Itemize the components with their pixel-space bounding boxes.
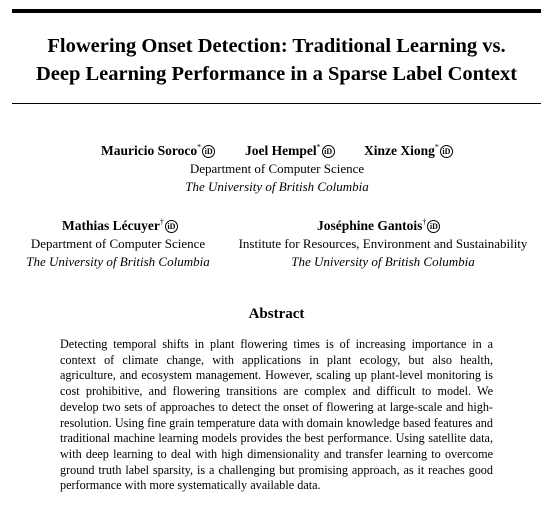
abstract-text: Detecting temporal shifts in plant flowe… [60, 337, 493, 493]
title-line: Deep Learning Performance in a Sparse La… [35, 63, 518, 85]
orcid-icon[interactable]: iD [427, 220, 441, 233]
title-rule [12, 103, 541, 104]
orcid-icon[interactable]: iD [202, 145, 216, 158]
author-mark: * [316, 142, 321, 152]
author-lecuyer: Mathias Lécuyer† iD [62, 218, 178, 234]
author-mark: † [159, 217, 164, 227]
affiliation-dept: Department of Computer Science [189, 161, 365, 176]
author-name: Mauricio Soroco [101, 143, 198, 158]
title-line: Flowering Onset Detection: Traditional L… [47, 35, 506, 57]
author-name: Mathias Lécuyer [62, 218, 160, 233]
affiliation-inst: The University of British Columbia [26, 254, 210, 269]
affiliation-block-2: Department of Computer Science The Unive… [14, 235, 222, 271]
abstract-heading: Abstract [248, 306, 305, 322]
author-mark: * [197, 142, 202, 152]
affiliation-block-1: Department of Computer Science The Unive… [152, 160, 402, 196]
author-name: Xinze Xiong [364, 143, 435, 158]
affiliation-dept: Institute for Resources, Environment and… [238, 236, 528, 251]
orcid-icon[interactable]: iD [164, 220, 178, 233]
paper-title: Flowering Onset Detection: Traditional L… [0, 32, 553, 88]
author-name: Joel Hempel [245, 143, 317, 158]
author-hempel: Joel Hempel* iD [245, 143, 335, 159]
top-rule [12, 9, 541, 13]
affiliation-inst: The University of British Columbia [291, 254, 475, 269]
author-name: Joséphine Gantois [317, 218, 423, 233]
author-mark: * [434, 142, 439, 152]
author-mark: † [422, 217, 427, 227]
orcid-icon[interactable]: iD [439, 145, 453, 158]
affiliation-dept: Department of Computer Science [30, 236, 206, 251]
author-xiong: Xinze Xiong* iD [364, 143, 453, 159]
affiliation-inst: The University of British Columbia [185, 179, 369, 194]
author-gantois: Joséphine Gantois† iD [317, 217, 441, 234]
author-soroco: Mauricio Soroco* iD [101, 142, 216, 159]
affiliation-block-3: Institute for Resources, Environment and… [228, 235, 538, 271]
orcid-icon[interactable]: iD [321, 145, 335, 158]
